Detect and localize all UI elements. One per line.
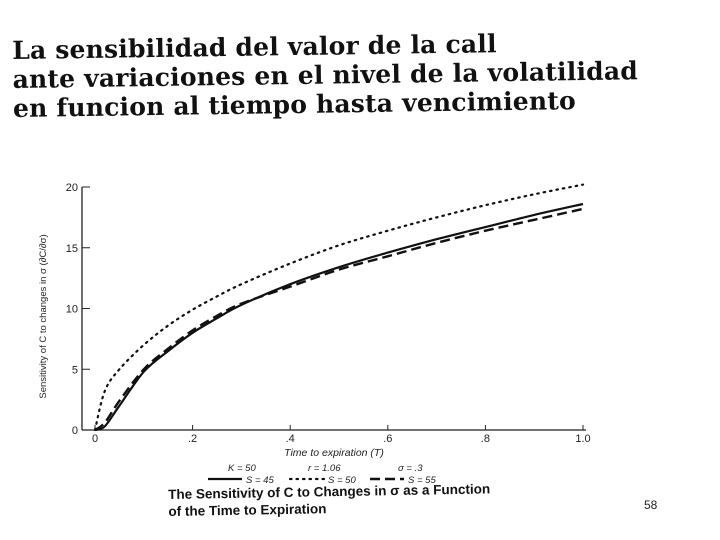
- page-number: 58: [644, 498, 658, 512]
- y-axis-label: Sensitivity of C to changes in σ (∂C/∂σ): [38, 234, 49, 398]
- x-tick-label: .8: [481, 433, 490, 445]
- y-tick-label: 10: [66, 304, 78, 316]
- x-tick-label: 1.0: [575, 433, 590, 445]
- series-line-dashed: [94, 207, 584, 432]
- x-tick-label: .6: [383, 433, 392, 445]
- y-tick-label: 5: [72, 364, 78, 376]
- y-tick-label: 20: [66, 182, 78, 194]
- x-tick-label: .2: [188, 433, 197, 445]
- legend-series-label: S = 55: [408, 475, 436, 486]
- figure-caption: The Sensitivity of C to Changes in σ as …: [168, 480, 491, 520]
- x-tick-label: .4: [286, 433, 295, 445]
- chart-axes: 0 5 10 15 20 0 .2 .4 .6 .8 1.0 Time to expiration (…: [38, 182, 591, 459]
- x-tick-label: 0: [92, 433, 98, 445]
- chart-legend: K = 50 r = 1.06 σ = .3 S = 45 S = 50 S = 55: [208, 463, 436, 486]
- legend-series-label: S = 50: [328, 475, 356, 486]
- y-tick-label: 15: [66, 243, 78, 255]
- legend-param: σ = .3: [398, 463, 423, 474]
- legend-param: K = 50: [228, 463, 256, 474]
- chart-series: [93, 183, 585, 432]
- x-axis-label: Time to expiration (T): [284, 447, 384, 459]
- series-line-dotted: [93, 183, 585, 432]
- series-line-solid: [94, 202, 584, 432]
- legend-param: r = 1.06: [308, 463, 341, 474]
- legend-series-label: S = 45: [246, 475, 274, 486]
- y-tick-label: 0: [72, 425, 78, 437]
